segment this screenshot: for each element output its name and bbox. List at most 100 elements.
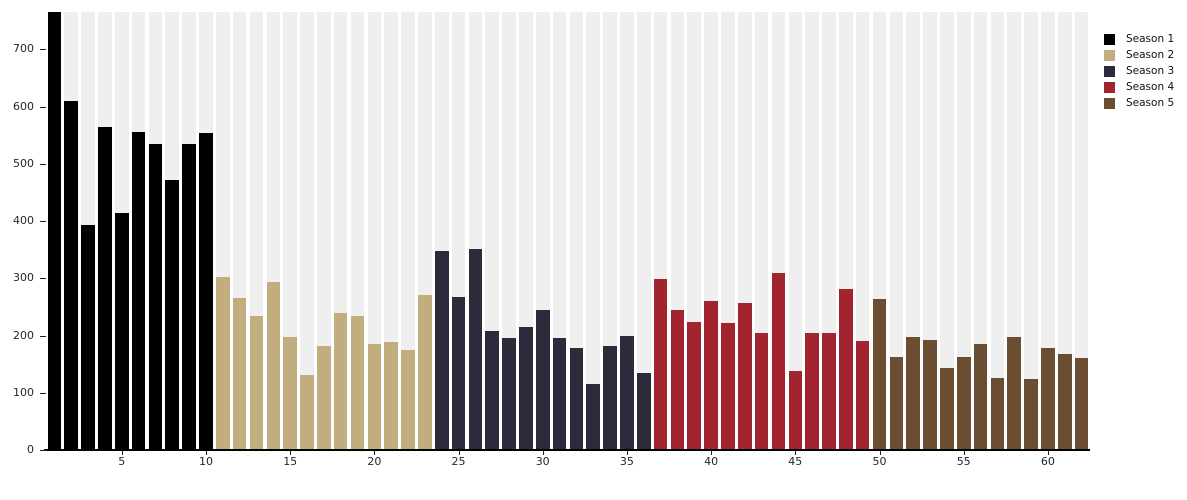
legend-swatch: [1104, 33, 1115, 45]
bar-episode-24: [434, 251, 449, 450]
legend-label: Season 5: [1126, 97, 1175, 109]
bar-episode-2: [64, 100, 79, 450]
bar-episode-9: [182, 143, 196, 450]
x-axis-tick-label: 35: [619, 455, 634, 468]
legend-item-season-4: Season 4: [1104, 81, 1174, 93]
bar-episode-19: [350, 316, 365, 450]
x-axis-tick-label: 30: [535, 455, 550, 468]
legend-item-season-1: Season 1: [1104, 33, 1174, 45]
bar-episode-58: [1007, 337, 1022, 450]
bar-episode-46: [805, 333, 819, 450]
x-axis-tick-label: 20: [367, 455, 382, 468]
background-column: [1041, 12, 1055, 450]
y-axis-tick: [40, 278, 46, 280]
bar-episode-28: [502, 338, 516, 450]
background-column: [586, 12, 601, 450]
bar-episode-4: [98, 127, 112, 450]
background-column: [940, 12, 954, 450]
plot-area: [46, 12, 1090, 450]
x-axis-tick-label: 45: [788, 455, 803, 468]
x-axis-tick-label: 50: [872, 455, 887, 468]
background-column: [1074, 12, 1089, 450]
bar-episode-41: [721, 323, 735, 450]
x-axis-tick: [542, 451, 544, 455]
x-axis-tick: [1047, 451, 1049, 455]
bar-episode-55: [956, 357, 971, 450]
bar-episode-31: [552, 337, 567, 450]
y-axis-tick: [40, 221, 46, 222]
background-column: [973, 12, 988, 450]
bar-episode-44: [771, 273, 786, 450]
y-axis-tick: [40, 49, 46, 51]
background-column: [300, 12, 314, 450]
bar-episode-38: [670, 309, 685, 450]
bar-episode-39: [687, 322, 702, 450]
y-axis-tick-label: 100: [13, 385, 34, 399]
legend-swatch: [1104, 97, 1115, 109]
bar-episode-54: [940, 368, 954, 450]
y-axis-tick: [40, 335, 46, 337]
legend-label: Season 3: [1126, 65, 1175, 77]
bar-episode-37: [653, 279, 668, 450]
bar-episode-47: [822, 333, 836, 450]
x-axis-tick: [290, 451, 292, 455]
bar-episode-23: [418, 295, 432, 450]
bar-episode-16: [300, 375, 314, 450]
bar-episode-22: [401, 349, 415, 450]
y-axis-tick-label: 400: [13, 214, 34, 227]
bar-episode-50: [872, 298, 887, 450]
background-column: [569, 12, 584, 450]
x-axis-tick: [206, 451, 207, 455]
x-axis-tick: [458, 451, 460, 455]
background-column: [889, 12, 904, 450]
background-column: [636, 12, 651, 450]
bar-episode-5: [114, 212, 129, 450]
background-column: [317, 12, 331, 450]
bar-episode-34: [603, 346, 617, 450]
bar-episode-59: [1024, 379, 1038, 450]
legend-label: Season 4: [1126, 81, 1175, 93]
bar-episode-21: [384, 342, 398, 450]
x-axis-tick: [879, 451, 881, 455]
y-axis-tick: [40, 106, 46, 108]
bar-episode-11: [216, 277, 230, 450]
x-axis-tick-label: 55: [956, 455, 971, 468]
bar-episode-60: [1041, 347, 1055, 450]
y-axis-tick-label: 600: [13, 99, 34, 113]
x-axis-tick: [626, 451, 628, 455]
legend-item-season-5: Season 5: [1104, 97, 1174, 109]
bar-episode-14: [266, 281, 281, 450]
background-column: [401, 12, 415, 450]
y-axis-tick-label: 0: [27, 443, 34, 456]
bar-episode-53: [923, 339, 937, 450]
bar-episode-48: [839, 288, 853, 450]
x-axis-tick-label: 5: [118, 455, 126, 468]
bar-episode-35: [620, 335, 634, 450]
x-axis-tick-label: 25: [451, 455, 466, 468]
bar-episode-62: [1074, 358, 1089, 450]
bar-episode-49: [855, 341, 870, 450]
background-column: [788, 12, 803, 450]
legend-swatch: [1104, 65, 1115, 77]
bar-episode-12: [232, 297, 247, 450]
bar-episode-7: [148, 144, 163, 450]
x-axis-tick: [711, 451, 713, 455]
bar-episode-61: [1057, 354, 1072, 450]
legend-label: Season 2: [1126, 49, 1175, 61]
background-column: [1024, 12, 1038, 450]
background-column: [956, 12, 971, 450]
bar-episode-8: [165, 179, 180, 450]
bar-episode-26: [468, 249, 483, 450]
bar-episode-27: [485, 331, 500, 450]
x-axis-tick-label: 15: [283, 455, 298, 468]
bar-episode-32: [569, 348, 584, 450]
x-axis-tick: [795, 451, 797, 455]
y-axis-tick-label: 500: [13, 156, 34, 170]
y-axis-tick-label: 700: [13, 42, 34, 56]
bar-episode-40: [704, 300, 718, 450]
background-column: [603, 12, 617, 450]
bar-episode-51: [889, 357, 904, 450]
bar-episode-52: [906, 336, 920, 450]
y-axis-tick: [40, 392, 46, 394]
